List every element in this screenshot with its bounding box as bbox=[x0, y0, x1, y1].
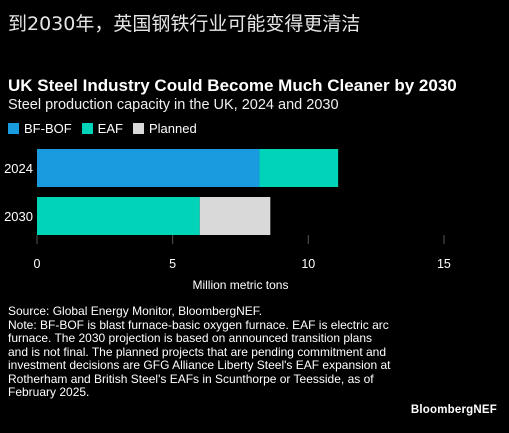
x-tick-label-10: 10 bbox=[301, 257, 315, 271]
bar-chart: 0 5 10 15 Million metric tons 2024 2030 bbox=[4, 149, 451, 292]
source-note: Source: Global Energy Monitor, Bloomberg… bbox=[8, 304, 393, 400]
legend-item-bf-bof: BF-BOF bbox=[8, 121, 72, 136]
legend: BF-BOF EAF Planned bbox=[8, 121, 197, 136]
legend-label-eaf: EAF bbox=[97, 121, 123, 136]
bar-2030-eaf bbox=[37, 197, 200, 235]
brand-logo: BloombergNEF bbox=[410, 404, 497, 416]
bar-2024-bf-bof bbox=[37, 149, 260, 187]
chart-title: UK Steel Industry Could Become Much Clea… bbox=[8, 76, 457, 95]
legend-label-planned: Planned bbox=[148, 121, 197, 136]
category-label-2024: 2024 bbox=[4, 161, 33, 176]
headline: 到2030年，英国钢铁行业可能变得更清洁 bbox=[8, 13, 361, 35]
legend-swatch-bf-bof bbox=[8, 123, 19, 134]
legend-label-bf-bof: BF-BOF bbox=[24, 121, 72, 136]
bar-2030-planned bbox=[199, 197, 271, 235]
legend-swatch-planned bbox=[132, 123, 144, 134]
x-tick-label-15: 15 bbox=[437, 257, 451, 271]
bar-2024-eaf bbox=[259, 149, 339, 187]
source-text: Source: Global Energy Monitor, Bloomberg… bbox=[8, 304, 263, 318]
legend-swatch-eaf bbox=[81, 123, 93, 134]
x-axis-label: Million metric tons bbox=[192, 278, 288, 292]
note-text: Note: BF-BOF is blast furnace-basic oxyg… bbox=[8, 317, 391, 399]
legend-item-eaf: EAF bbox=[81, 121, 123, 136]
x-tick-label-0: 0 bbox=[34, 257, 41, 271]
legend-item-planned: Planned bbox=[132, 121, 197, 136]
chart-subtitle: Steel production capacity in the UK, 202… bbox=[8, 97, 339, 113]
category-label-2030: 2030 bbox=[4, 209, 33, 224]
x-tick-label-5: 5 bbox=[169, 257, 176, 271]
